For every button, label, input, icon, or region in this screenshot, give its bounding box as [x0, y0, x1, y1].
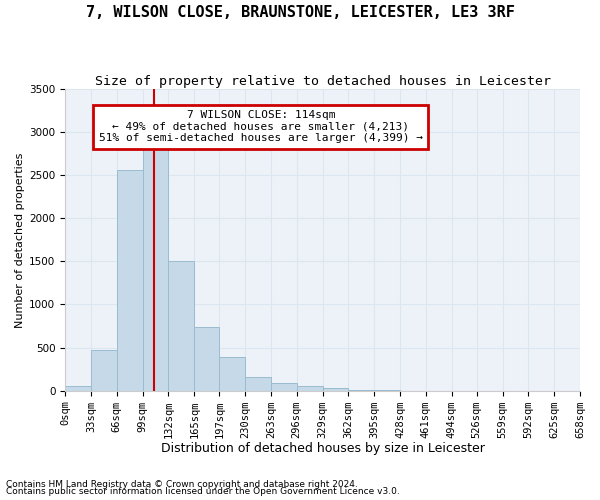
Bar — [219, 357, 245, 390]
Text: Contains public sector information licensed under the Open Government Licence v3: Contains public sector information licen… — [6, 487, 400, 496]
Bar — [297, 386, 323, 390]
Bar — [117, 170, 143, 390]
Bar — [271, 383, 297, 390]
X-axis label: Distribution of detached houses by size in Leicester: Distribution of detached houses by size … — [161, 442, 485, 455]
Bar — [91, 350, 117, 391]
Text: 7 WILSON CLOSE: 114sqm
← 49% of detached houses are smaller (4,213)
51% of semi-: 7 WILSON CLOSE: 114sqm ← 49% of detached… — [99, 110, 423, 144]
Bar — [194, 327, 219, 390]
Bar — [65, 386, 91, 390]
Text: 7, WILSON CLOSE, BRAUNSTONE, LEICESTER, LE3 3RF: 7, WILSON CLOSE, BRAUNSTONE, LEICESTER, … — [86, 5, 514, 20]
Y-axis label: Number of detached properties: Number of detached properties — [15, 152, 25, 328]
Bar — [245, 377, 271, 390]
Text: Contains HM Land Registry data © Crown copyright and database right 2024.: Contains HM Land Registry data © Crown c… — [6, 480, 358, 489]
Bar — [143, 148, 169, 390]
Bar — [169, 262, 194, 390]
Title: Size of property relative to detached houses in Leicester: Size of property relative to detached ho… — [95, 75, 551, 88]
Bar — [323, 388, 349, 390]
